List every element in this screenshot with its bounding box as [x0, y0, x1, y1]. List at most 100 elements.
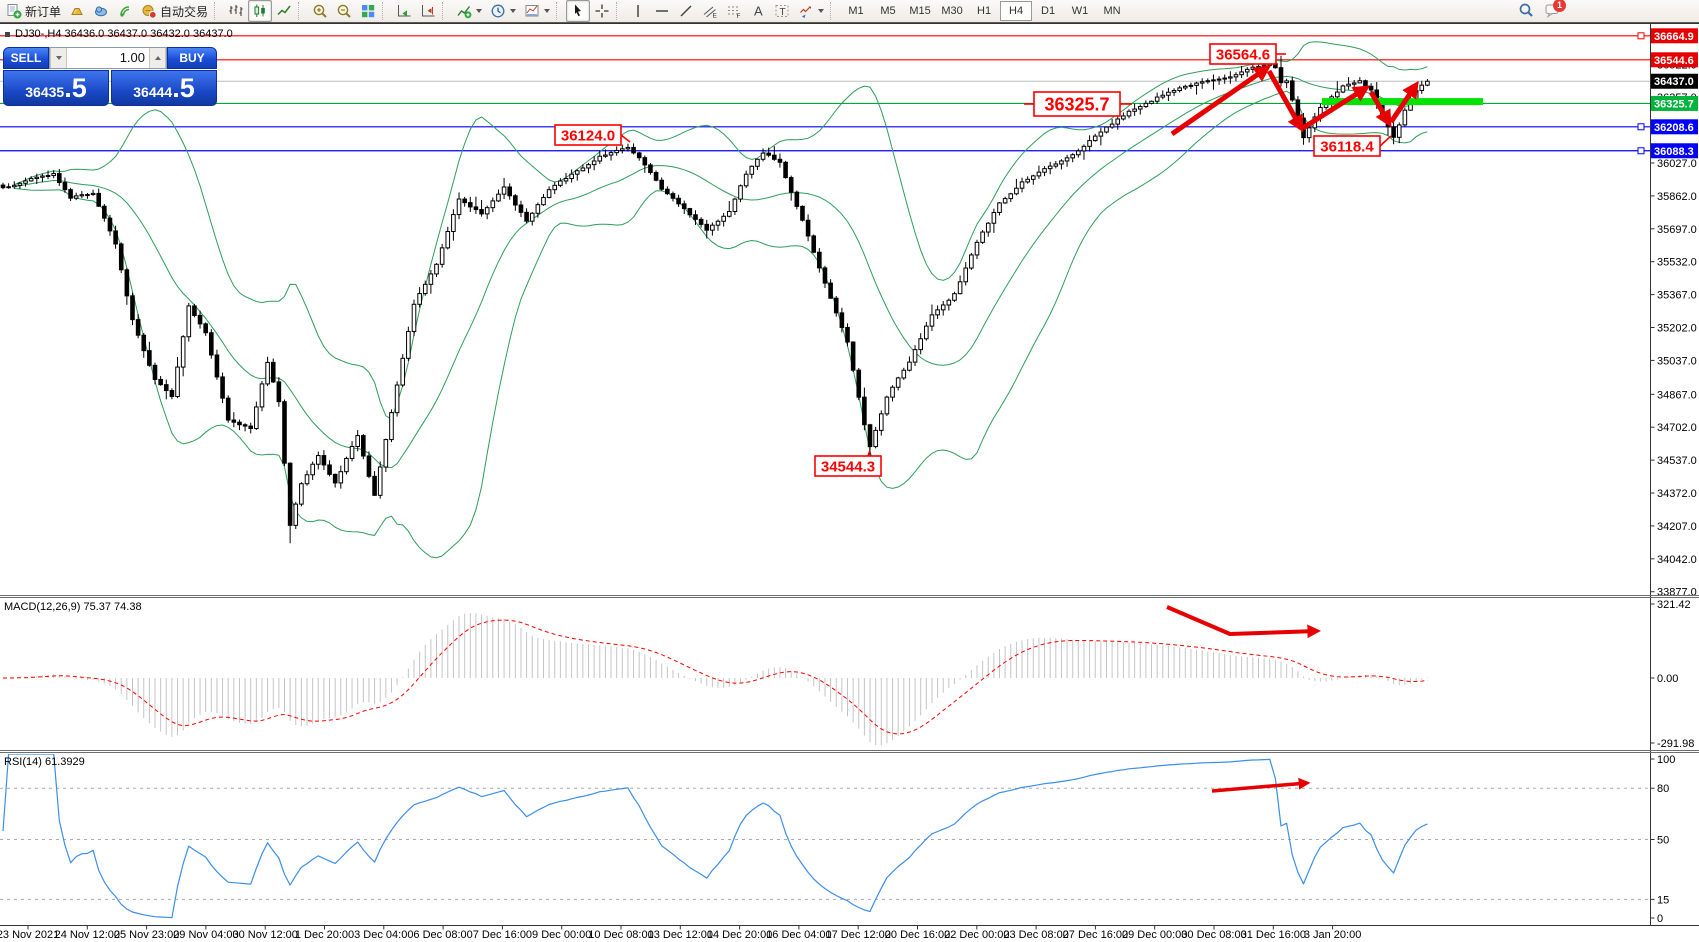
buy-button[interactable]: BUY	[167, 47, 217, 69]
line-chart-button[interactable]	[272, 0, 296, 22]
triangle-down-icon	[55, 56, 62, 60]
zoom-out-button[interactable]	[332, 0, 356, 22]
hline-handle[interactable]	[1637, 123, 1645, 131]
trend-arrows[interactable]	[1166, 65, 1419, 793]
bars-icon	[229, 5, 243, 16]
svg-text:T: T	[780, 7, 786, 18]
timeframe-d1-button[interactable]: D1	[1041, 5, 1056, 17]
horizontal-line-button[interactable]	[650, 0, 674, 22]
fibonacci-button[interactable]: F	[722, 0, 746, 22]
timeframe-w1-button[interactable]: W1	[1071, 5, 1089, 17]
text-label-button[interactable]: T	[770, 0, 794, 22]
crosshair-icon	[595, 4, 609, 18]
macd-signal-line	[3, 619, 1428, 735]
rsi-axis-label: 80	[1657, 783, 1669, 795]
signals-button[interactable]	[113, 0, 137, 22]
time-tick-label: 24 Nov 12:00	[55, 929, 120, 941]
candles-icon	[254, 4, 265, 17]
indicators-button[interactable]	[452, 0, 486, 22]
time-tick-label: 1 Dec 20:00	[295, 929, 354, 941]
periods-button[interactable]	[486, 0, 520, 22]
auto-trading-button[interactable]: 自动交易	[137, 0, 212, 22]
price-tick-label: 35202.0	[1657, 323, 1697, 335]
template-icon	[525, 5, 539, 17]
volume-stepper[interactable]: 1.00	[49, 47, 167, 69]
toolbar-separator	[214, 2, 222, 20]
price-tick-label: 34537.0	[1657, 455, 1697, 467]
price-tick-label: 35367.0	[1657, 290, 1697, 302]
macd-axis-label: 0.00	[1657, 673, 1678, 685]
main-trend-arrow	[1388, 80, 1419, 124]
hline-handle[interactable]	[1637, 147, 1645, 155]
main-trend-arrow	[1301, 85, 1371, 131]
chart-shift-button[interactable]	[416, 0, 440, 22]
cloud-icon	[95, 6, 108, 17]
trendline-button[interactable]	[674, 0, 698, 22]
price-tick-label: 35532.0	[1657, 257, 1697, 269]
cursor-button[interactable]	[566, 0, 591, 22]
price-axis[interactable]	[1650, 24, 1699, 925]
vline-icon	[637, 5, 639, 17]
time-tick-label: 13 Dec 12:00	[648, 929, 713, 941]
toolbar-separator	[298, 2, 306, 20]
time-tick-label: 30 Dec 08:00	[1181, 929, 1246, 941]
new-order-button[interactable]: 新订单	[2, 0, 65, 22]
sell-button[interactable]: SELL	[3, 47, 49, 69]
buy-price[interactable]: 36444.5	[111, 70, 217, 106]
price-level-tag	[1651, 119, 1698, 135]
equidistant-channel-button[interactable]: E	[698, 0, 722, 22]
time-tick-label: 31 Dec 16:00	[1241, 929, 1306, 941]
trendline-icon	[680, 5, 692, 17]
time-tick-label: 20 Dec 16:00	[885, 929, 950, 941]
volume-increase-button[interactable]	[149, 48, 166, 68]
timeframe-h4-button[interactable]: H4	[1000, 1, 1033, 21]
price-tick-label: 34207.0	[1657, 521, 1697, 533]
sell-price[interactable]: 36435.5	[3, 70, 109, 106]
horizontal-line-objects[interactable]	[0, 35, 1650, 152]
chart-title: DJ30-,H4 36436.0 36437.0 36432.0 36437.0	[5, 28, 233, 40]
rsi-label: RSI(14) 61.3929	[4, 756, 85, 768]
price-tick-label: 34042.0	[1657, 554, 1697, 566]
rsi-line	[2, 754, 1428, 919]
text-button[interactable]: A	[746, 0, 770, 22]
main-trend-arrow	[1368, 90, 1392, 128]
timeframe-m30-button[interactable]: M30	[941, 5, 963, 17]
bollinger-bands	[14, 41, 1428, 559]
timeframe-h1-button[interactable]: H1	[977, 5, 992, 17]
notifications-button[interactable]: 1	[1544, 0, 1566, 23]
arrows-button[interactable]	[794, 0, 828, 22]
price-level-tag	[1651, 28, 1698, 44]
cursor-icon	[575, 4, 582, 17]
market-gold-button[interactable]	[65, 0, 89, 22]
timeframe-m15-button[interactable]: M15	[909, 5, 931, 17]
price-tick-label: 34702.0	[1657, 422, 1697, 434]
vertical-line-button[interactable]	[626, 0, 650, 22]
timeframe-mn-button[interactable]: MN	[1103, 5, 1121, 17]
volume-value[interactable]: 1.00	[119, 50, 145, 65]
hline-handle[interactable]	[1637, 32, 1645, 40]
chevron-down-icon	[544, 9, 551, 13]
toolbar: 新订单 自动交易 E F A T M1 M5 M15 M30 H1 H4 D1 W1 MN 1	[0, 0, 1699, 23]
tiles-icon	[362, 5, 375, 18]
time-tick-label: 29 Nov 04:00	[173, 929, 238, 941]
zoom-in-button[interactable]	[308, 0, 332, 22]
timeframe-m1-button[interactable]: M1	[848, 5, 864, 17]
search-button[interactable]	[1518, 2, 1534, 23]
macd-axis-label: -291.98	[1657, 738, 1694, 750]
auto-scroll-button[interactable]	[392, 0, 416, 22]
market-watch-button[interactable]	[89, 0, 113, 22]
price-level-tag	[1651, 52, 1698, 68]
text-annotations[interactable]: 36564.6 36325.7 36124.0 36118.4 34544.3	[554, 43, 1392, 477]
crosshair-button[interactable]	[590, 0, 614, 22]
timeframe-m5-button[interactable]: M5	[880, 5, 896, 17]
macd-label: MACD(12,26,9) 75.37 74.38	[4, 601, 142, 613]
time-tick-label: 3 Jan 20:00	[1304, 929, 1362, 941]
templates-button[interactable]	[520, 0, 554, 22]
tile-windows-button[interactable]	[356, 0, 380, 22]
volume-decrease-button[interactable]	[50, 48, 67, 68]
price-tick-label: 34372.0	[1657, 488, 1697, 500]
candlestick-chart-button[interactable]	[248, 0, 273, 22]
bar-chart-button[interactable]	[224, 0, 248, 22]
